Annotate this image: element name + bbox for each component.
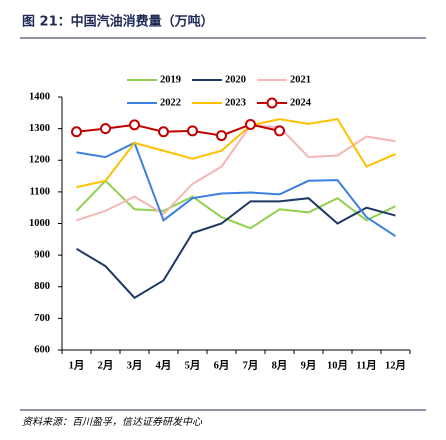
x-tick-label: 2月 [98, 359, 114, 371]
y-tick-label: 900 [34, 250, 50, 261]
source: 资料来源：百川盈孚，信达证券研发中心 [22, 416, 203, 428]
y-tick-label: 1300 [29, 123, 50, 134]
y-tick-label: 1100 [30, 186, 50, 197]
x-tick-label: 7月 [243, 359, 259, 371]
legend-label: 2020 [225, 74, 246, 85]
series-marker [187, 125, 198, 137]
chart-title: 图 21：中国汽油消费量（万吨） [22, 14, 214, 30]
x-tick-label: 6月 [214, 359, 230, 371]
series-marker [129, 119, 140, 131]
legend-label: 2022 [160, 97, 181, 108]
x-tick-label: 3月 [127, 359, 143, 371]
x-tick-label: 11月 [356, 359, 376, 371]
series-marker [245, 119, 256, 131]
y-tick-label: 1400 [29, 91, 50, 102]
x-tick-label: 8月 [272, 359, 288, 371]
series-line [75, 179, 396, 230]
y-tick-label: 1200 [29, 155, 50, 166]
series-line [76, 118, 396, 189]
series-line [76, 124, 396, 222]
series-marker [216, 130, 227, 142]
legend-label: 2019 [160, 74, 181, 85]
series-marker [274, 125, 285, 137]
series-marker [158, 126, 169, 138]
legend-label: 2021 [290, 74, 311, 85]
legend-label: 2023 [225, 97, 246, 108]
x-tick-label: 9月 [301, 359, 317, 371]
y-tick-label: 800 [34, 281, 50, 292]
series-marker [100, 123, 111, 135]
series-marker [71, 126, 82, 138]
y-tick-label: 600 [34, 344, 50, 355]
legend-marker [266, 97, 278, 109]
x-tick-label: 4月 [156, 359, 172, 371]
x-tick-label: 10月 [327, 359, 348, 371]
x-tick-label: 12月 [385, 359, 406, 371]
x-tick-label: 5月 [185, 359, 201, 371]
series-line [76, 141, 397, 237]
series-line [75, 197, 396, 300]
y-tick-label: 700 [34, 313, 50, 324]
y-tick-label: 1000 [29, 218, 50, 229]
legend-label: 2024 [290, 97, 312, 108]
x-tick-label: 1月 [69, 359, 85, 371]
